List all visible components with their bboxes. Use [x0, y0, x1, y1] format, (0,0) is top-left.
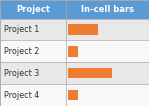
Bar: [0, 62, 66, 84]
Bar: [68, 24, 98, 35]
Bar: [0, 40, 66, 62]
Text: Project 2: Project 2: [4, 47, 40, 56]
Text: Project 3: Project 3: [4, 69, 40, 78]
Text: In-cell bars: In-cell bars: [81, 5, 134, 14]
Text: Project 4: Project 4: [4, 91, 40, 100]
Bar: [66, 62, 149, 84]
Bar: [66, 0, 149, 19]
Bar: [68, 90, 78, 100]
Text: Project 1: Project 1: [4, 25, 40, 34]
Bar: [66, 84, 149, 106]
Bar: [0, 84, 66, 106]
Text: Project: Project: [16, 5, 50, 14]
Bar: [0, 0, 66, 19]
Bar: [66, 19, 149, 40]
Bar: [66, 40, 149, 62]
Bar: [0, 19, 66, 40]
Bar: [68, 68, 112, 78]
Bar: [68, 46, 78, 57]
